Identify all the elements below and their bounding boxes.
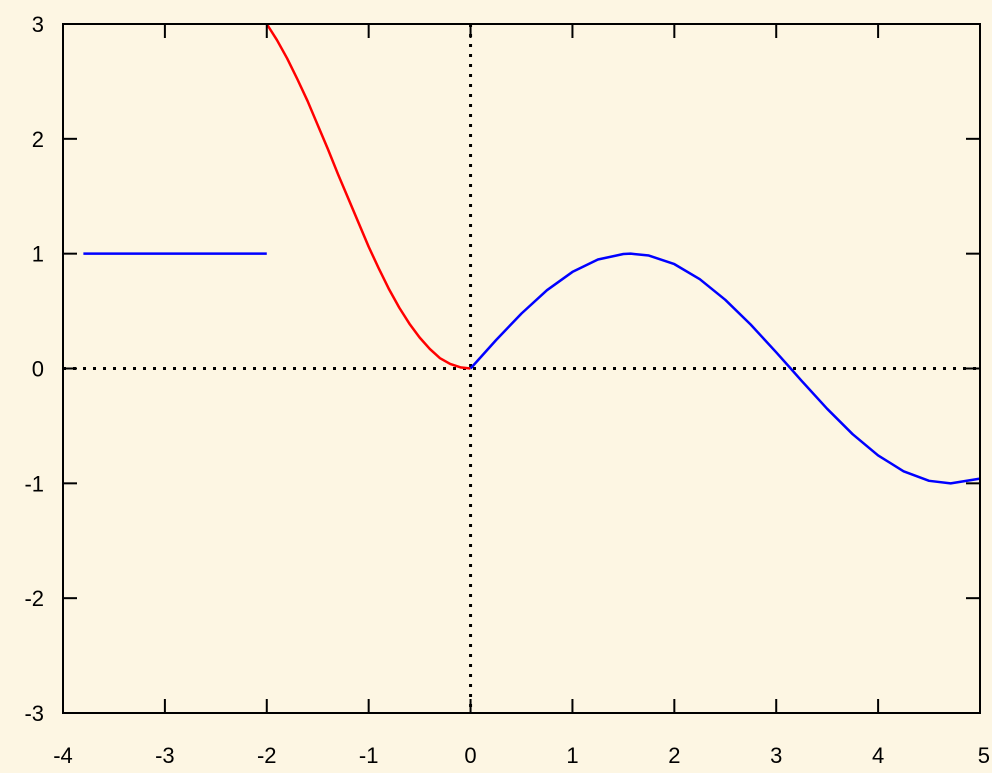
x-tick-label: -3	[155, 743, 175, 768]
x-tick-label: 2	[668, 743, 680, 768]
y-tick-label: 3	[32, 12, 44, 37]
y-tick-label: -1	[24, 471, 44, 496]
series-line-2	[265, 23, 471, 370]
plot-frame	[62, 23, 981, 714]
x-tick-label: 5	[978, 743, 990, 768]
series-layer	[83, 23, 981, 485]
y-tick-label: -2	[24, 586, 44, 611]
x-tick-label: -1	[359, 743, 379, 768]
series-line-3	[469, 252, 981, 485]
x-tick-label: 0	[464, 743, 476, 768]
x-tick-label: 1	[566, 743, 578, 768]
y-tick-label: -3	[24, 701, 44, 726]
y-tick-label: 0	[32, 357, 44, 382]
tick-labels: -4 -3 -2 -1 0 1 2 3 4 5 -3 -2 -1 0 1 2 3	[24, 12, 990, 768]
zero-axes	[63, 24, 980, 713]
y-tick-label: 2	[32, 127, 44, 152]
x-tick-label: -4	[53, 743, 73, 768]
x-tick-label: 4	[872, 743, 884, 768]
x-tick-label: 3	[770, 743, 782, 768]
x-tick-label: -2	[257, 743, 277, 768]
y-tick-label: 1	[32, 242, 44, 267]
